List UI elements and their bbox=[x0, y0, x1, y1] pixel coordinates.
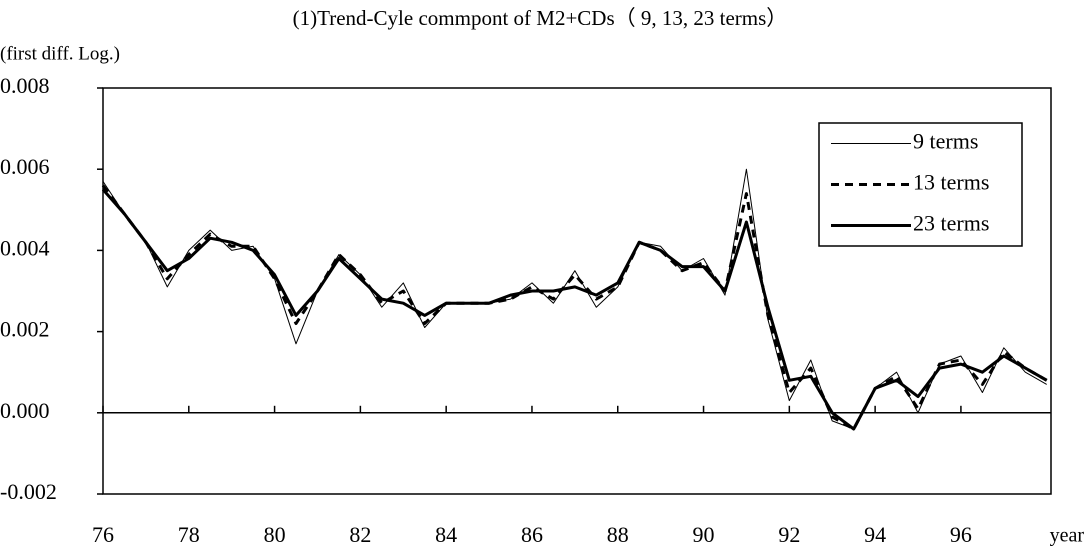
y-axis-label: (first diff. Log.) bbox=[0, 43, 120, 64]
chart-title: (1)Trend-Cyle commpont of M2+CDs（ 9, 13,… bbox=[293, 6, 788, 30]
series-line bbox=[101, 188, 1048, 431]
legend-label: 13 terms bbox=[913, 170, 989, 195]
x-tick-label: 84 bbox=[435, 522, 457, 547]
x-tick-label: 76 bbox=[92, 522, 114, 547]
x-tick-label: 82 bbox=[349, 522, 371, 547]
series-line bbox=[101, 184, 1048, 431]
y-tick-label: 0.008 bbox=[0, 73, 50, 98]
plot-frame bbox=[102, 87, 1052, 495]
legend-label: 9 terms bbox=[913, 129, 978, 154]
legend-label: 23 terms bbox=[913, 211, 989, 236]
x-tick-label: 90 bbox=[693, 522, 715, 547]
x-axis-label: year bbox=[1050, 525, 1085, 547]
x-tick-label: 78 bbox=[178, 522, 200, 547]
x-tick-label: 80 bbox=[264, 522, 286, 547]
y-tick-label: 0.002 bbox=[0, 317, 50, 342]
y-tick-label: 0.000 bbox=[0, 398, 50, 423]
x-tick-label: 94 bbox=[864, 522, 886, 547]
y-tick-label: 0.004 bbox=[0, 235, 50, 260]
y-tick-label: -0.002 bbox=[0, 479, 57, 504]
x-tick-label: 92 bbox=[778, 522, 800, 547]
x-tick-label: 96 bbox=[950, 522, 972, 547]
x-tick-label: 86 bbox=[521, 522, 543, 547]
x-tick-label: 88 bbox=[607, 522, 629, 547]
y-tick-label: 0.006 bbox=[0, 154, 50, 179]
